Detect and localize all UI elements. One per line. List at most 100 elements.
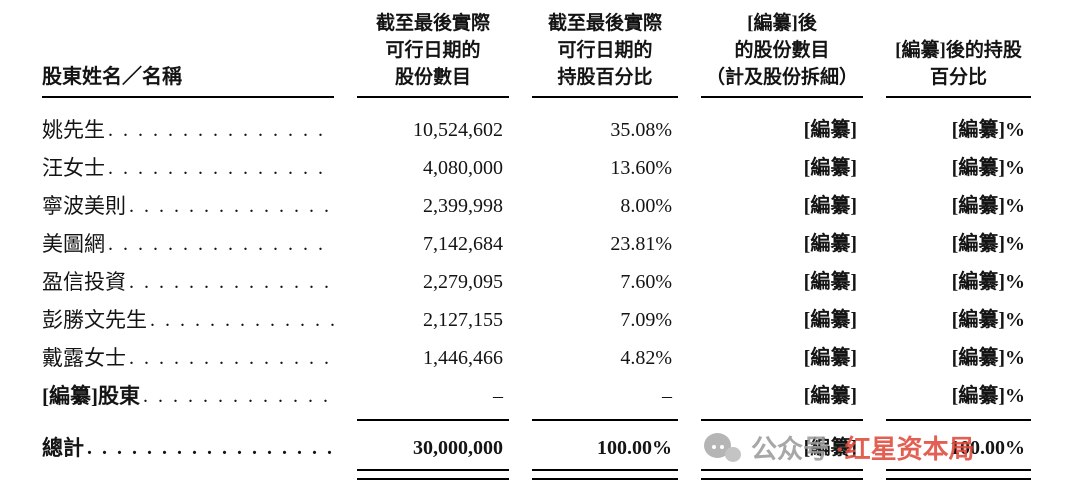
table-row: 彭勝文先生 . . . . . . . . . . . . . . . . . … <box>42 301 1043 339</box>
shares-value: 7,142,684 <box>423 233 503 255</box>
header-line: 百分比 <box>929 67 987 88</box>
total-pct-value: 100.00% <box>597 437 672 459</box>
leader-dots: . . . . . . . . . . . . . . . . . . . . … <box>87 437 334 459</box>
spacer <box>42 469 334 480</box>
shareholder-name: 盈信投資 <box>42 270 126 294</box>
pct-value: 7.09% <box>620 309 672 331</box>
table-row: 美圖網 . . . . . . . . . . . . . . . . . . … <box>42 225 1043 263</box>
leader-dots: . . . . . . . . . . . . . . . . . . . . … <box>129 271 334 293</box>
leader-dots: . . . . . . . . . . . . . . . . . . . . … <box>108 233 334 255</box>
shares-value: – <box>493 385 503 407</box>
watermark-prefix: 公众号 <box>751 434 830 464</box>
shareholder-name: 美圖網 <box>42 232 105 256</box>
shares-value: 4,080,000 <box>423 157 503 179</box>
leader-dots: . . . . . . . . . . . . . . . . . . . . … <box>150 309 334 331</box>
watermark-name: ·红星资本局 <box>836 434 975 464</box>
header-line: 股東姓名／名稱 <box>42 66 182 88</box>
shareholder-name-cell: 盈信投資 . . . . . . . . . . . . . . . . . .… <box>42 263 334 301</box>
pct-value: – <box>662 385 672 407</box>
shares-after-value: [編纂] <box>803 385 857 407</box>
shareholder-name-cell: 戴露女士 . . . . . . . . . . . . . . . . . .… <box>42 339 334 377</box>
bubble-eye <box>720 444 724 449</box>
pct-value: 23.81% <box>610 233 672 255</box>
header-line: 截至最後實際 <box>375 13 490 34</box>
leader-dots: . . . . . . . . . . . . . . . . . . . . … <box>129 347 334 369</box>
total-label-cell: 總計 . . . . . . . . . . . . . . . . . . .… <box>42 427 334 469</box>
shares-after-value: [編纂] <box>803 309 857 331</box>
table-row: [編纂]股東 . . . . . . . . . . . . . . . . .… <box>42 377 1043 415</box>
leader-dots: . . . . . . . . . . . . . . . . . . . . … <box>129 195 334 217</box>
shareholder-name: 姚先生 <box>42 118 105 142</box>
col-header-shares-after-redacted: [編纂]後 的股份數目 （計及股份拆細） <box>701 10 863 98</box>
shareholder-name: [編纂]股東 <box>42 384 140 408</box>
header-line: 可行日期的 <box>385 40 481 61</box>
pre-total-rule-row <box>42 419 1043 427</box>
header-line: 截至最後實際 <box>547 13 662 34</box>
table-row: 盈信投資 . . . . . . . . . . . . . . . . . .… <box>42 263 1043 301</box>
total-shares-after-value: [編纂] <box>803 437 857 459</box>
total-pct-after-value: 100.00% <box>950 437 1025 459</box>
shareholder-name: 彭勝文先生 <box>42 308 147 332</box>
header-line: 的股份數目 <box>734 40 830 61</box>
column-rule <box>886 419 1031 427</box>
total-shares-value: 30,000,000 <box>413 437 503 459</box>
shares-value: 2,127,155 <box>423 309 503 331</box>
shares-after-value: [編纂] <box>803 119 857 141</box>
pct-value: 13.60% <box>610 157 672 179</box>
pct-after-value: [編纂]% <box>951 309 1025 331</box>
pct-after-value: [編纂]% <box>951 347 1025 369</box>
pct-value: 35.08% <box>610 119 672 141</box>
shares-after-value: [編纂] <box>803 233 857 255</box>
shareholder-name: 汪女士 <box>42 156 105 180</box>
double-rule <box>532 469 678 480</box>
spacer <box>42 419 334 427</box>
pct-after-value: [編纂]% <box>951 233 1025 255</box>
pct-after-value: [編纂]% <box>951 157 1025 179</box>
leader-dots: . . . . . . . . . . . . . . . . . . . . … <box>108 157 334 179</box>
shares-after-value: [編纂] <box>803 271 857 293</box>
column-rule <box>357 419 509 427</box>
pct-after-value: [編纂]% <box>951 195 1025 217</box>
table-row: 戴露女士 . . . . . . . . . . . . . . . . . .… <box>42 339 1043 377</box>
table-body: 姚先生 . . . . . . . . . . . . . . . . . . … <box>42 111 1043 415</box>
header-line: 持股百分比 <box>557 67 653 88</box>
pct-value: 8.00% <box>620 195 672 217</box>
pct-after-value: [編纂]% <box>951 271 1025 293</box>
col-header-pct-as-of-date: 截至最後實際 可行日期的 持股百分比 <box>532 10 678 98</box>
pct-after-value: [編纂]% <box>951 385 1025 407</box>
wechat-public-account-icon <box>704 430 744 466</box>
shareholder-name-cell: 彭勝文先生 . . . . . . . . . . . . . . . . . … <box>42 301 334 339</box>
shareholder-name-cell: 汪女士 . . . . . . . . . . . . . . . . . . … <box>42 149 334 187</box>
double-rule <box>357 469 509 480</box>
header-line: 可行日期的 <box>557 40 653 61</box>
header-line: [編纂]後的持股 <box>895 40 1022 61</box>
total-row: 總計 . . . . . . . . . . . . . . . . . . .… <box>42 427 1043 469</box>
leader-dots: . . . . . . . . . . . . . . . . . . . . … <box>143 385 334 407</box>
col-header-pct-after-redacted: [編纂]後的持股 百分比 <box>886 37 1031 98</box>
column-rule <box>532 419 678 427</box>
grand-total-rule-row <box>42 469 1043 480</box>
pct-value: 4.82% <box>620 347 672 369</box>
shareholder-name: 寧波美則 <box>42 194 126 218</box>
pct-value: 7.60% <box>620 271 672 293</box>
header-line: （計及股份拆細） <box>705 67 858 88</box>
shares-after-value: [編纂] <box>803 195 857 217</box>
total-label: 總計 <box>42 436 84 460</box>
shares-after-value: [編纂] <box>803 347 857 369</box>
double-rule <box>701 469 863 480</box>
table-header-row: 股東姓名／名稱 截至最後實際 可行日期的 股份數目 截至最後實際 可行日期的 持… <box>42 10 1043 98</box>
column-rule <box>701 419 863 427</box>
pct-after-value: [編纂]% <box>951 119 1025 141</box>
header-line: 股份數目 <box>394 67 471 88</box>
shares-value: 2,279,095 <box>423 271 503 293</box>
shares-after-value: [編纂] <box>803 157 857 179</box>
table-row: 寧波美則 . . . . . . . . . . . . . . . . . .… <box>42 187 1043 225</box>
table-row: 汪女士 . . . . . . . . . . . . . . . . . . … <box>42 149 1043 187</box>
shares-value: 10,524,602 <box>413 119 503 141</box>
double-rule <box>886 469 1031 480</box>
shareholder-name-cell: [編纂]股東 . . . . . . . . . . . . . . . . .… <box>42 377 334 415</box>
watermark: 公众号 ·红星资本局 <box>704 429 975 466</box>
shares-value: 1,446,466 <box>423 347 503 369</box>
header-line: [編纂]後 <box>747 13 817 34</box>
chat-bubble-icon <box>704 432 731 458</box>
